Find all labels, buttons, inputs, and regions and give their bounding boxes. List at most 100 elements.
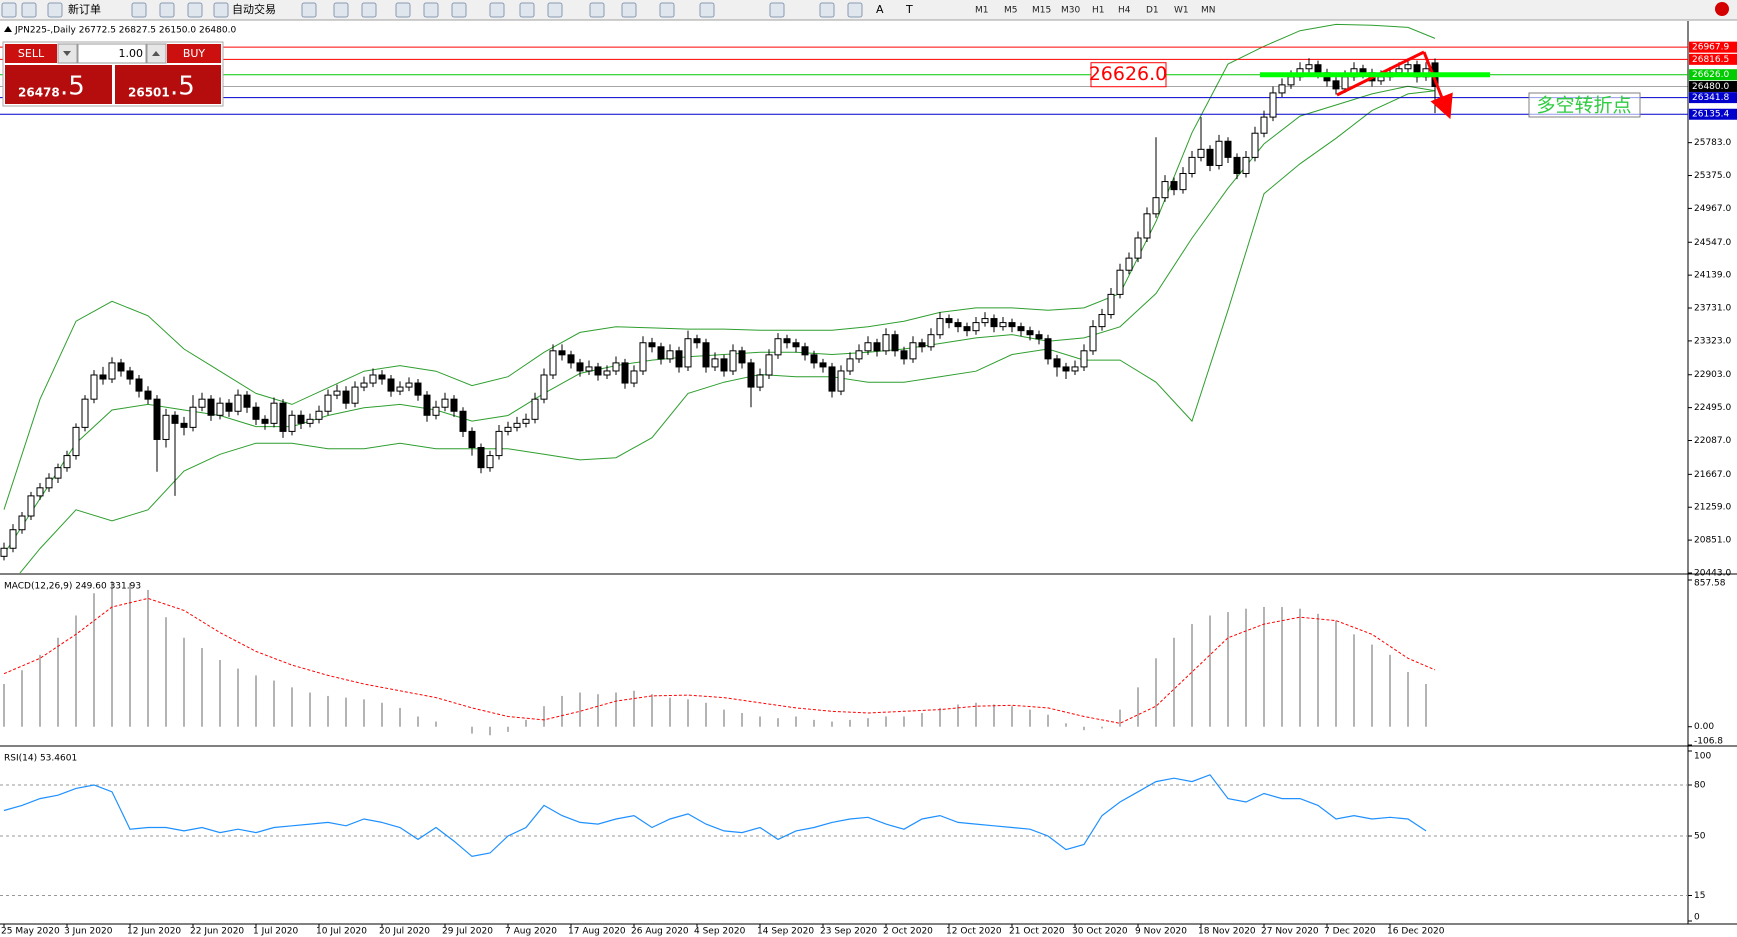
candle-body	[738, 350, 746, 364]
timeframe-button[interactable]: W1	[1174, 6, 1189, 16]
y-tick-label: 24547.0	[1694, 238, 1731, 248]
candle-body	[1215, 140, 1223, 166]
sell-label[interactable]: SELL	[18, 47, 45, 60]
timeframe-button[interactable]: H4	[1118, 6, 1131, 16]
volume-value[interactable]: 1.00	[119, 47, 144, 60]
toolbar-label[interactable]: T	[905, 3, 913, 16]
candle-body	[630, 370, 638, 384]
timeframe-button[interactable]: D1	[1146, 6, 1159, 16]
candle-body	[351, 386, 359, 404]
candle-body	[1098, 314, 1106, 328]
toolbar-icon	[423, 2, 439, 18]
timeframe-button[interactable]: M30	[1061, 6, 1080, 16]
candle-body	[90, 374, 98, 400]
candle-body	[675, 350, 683, 368]
candle-body	[1107, 293, 1115, 316]
y-tick-label: 24967.0	[1694, 204, 1731, 214]
x-tick-label: 14 Sep 2020	[757, 927, 814, 937]
bid-box[interactable]	[5, 65, 112, 104]
candle-body	[486, 455, 494, 469]
price-tag	[1689, 80, 1737, 92]
toolbar-label[interactable]: A	[876, 3, 884, 16]
candle-body	[1179, 173, 1187, 191]
bid-price[interactable]: 26478	[18, 86, 60, 100]
ask-price[interactable]: 26501	[128, 86, 170, 100]
candle-body	[1359, 68, 1367, 74]
toolbar-icon	[395, 2, 411, 18]
candle-body	[189, 406, 197, 428]
trend-arrow	[1422, 51, 1453, 120]
toolbar-icon	[489, 2, 505, 18]
toolbar-label[interactable]: 新订单	[68, 2, 101, 16]
candle-body	[576, 362, 584, 372]
candle-body	[720, 358, 728, 372]
buy-button[interactable]	[167, 44, 221, 63]
volume-field[interactable]	[77, 43, 147, 64]
candle-body	[1404, 64, 1412, 70]
candle-body	[18, 515, 26, 531]
candle-body	[1035, 334, 1043, 340]
timeframe-button[interactable]: M15	[1032, 6, 1051, 16]
ask-box[interactable]	[115, 65, 221, 104]
candle-body	[297, 414, 305, 424]
candle-body	[855, 350, 863, 360]
x-tick-label: 22 Jun 2020	[190, 927, 244, 937]
x-tick-label: 1 Jul 2020	[253, 927, 298, 937]
candle-body	[639, 342, 647, 372]
candle-body	[180, 422, 188, 428]
timeframe-button[interactable]: M5	[1004, 6, 1018, 16]
toolbar-icon	[589, 2, 605, 18]
timeframe-button[interactable]: MN	[1201, 6, 1216, 16]
collapse-triangle[interactable]	[4, 26, 12, 32]
candle-body	[846, 358, 854, 372]
candle-body	[9, 529, 17, 549]
x-tick-label: 12 Oct 2020	[946, 927, 1002, 937]
y-tick-label: 20851.0	[1694, 536, 1731, 546]
candle-body	[1260, 116, 1268, 134]
x-tick-label: 9 Nov 2020	[1135, 927, 1187, 937]
candle-body	[729, 350, 737, 372]
x-tick-label: 25 May 2020	[1, 927, 60, 937]
candle-body	[693, 338, 701, 344]
candle-body	[1161, 181, 1169, 199]
sell-button[interactable]	[5, 44, 57, 63]
buy-label[interactable]: BUY	[183, 47, 206, 60]
candle-body	[972, 322, 980, 332]
alert-icon	[1715, 2, 1729, 16]
down-arrow	[63, 51, 71, 56]
candle-body	[927, 334, 935, 348]
candle-body	[126, 370, 134, 380]
x-tick-label: 30 Oct 2020	[1072, 927, 1128, 937]
price-tag-label: 26967.9	[1692, 43, 1729, 53]
candle-body	[990, 318, 998, 328]
y-tick-label: 23323.0	[1694, 336, 1731, 346]
bid-pip[interactable]: .5	[60, 72, 85, 102]
candle-body	[1377, 76, 1385, 82]
candle-body	[171, 414, 179, 424]
candle-body	[1224, 140, 1232, 158]
y-tick-label: 24139.0	[1694, 271, 1731, 281]
candle-body	[909, 342, 917, 360]
timeframe-button[interactable]: M1	[975, 6, 989, 16]
x-tick-label: 29 Jul 2020	[442, 927, 493, 937]
candle-body	[1206, 148, 1214, 166]
candle-body	[225, 402, 233, 412]
candle-body	[1314, 64, 1322, 74]
turn-note-box	[1528, 92, 1641, 118]
toolbar-icon	[547, 2, 563, 18]
note-label: 26626.0	[1089, 63, 1168, 85]
y-tick-label: 22903.0	[1694, 370, 1731, 380]
ask-pip[interactable]: .5	[170, 72, 195, 102]
candle-body	[864, 342, 872, 352]
price-tag-label: 26480.0	[1692, 82, 1729, 92]
macd-pane	[3, 581, 1436, 736]
rsi-label: RSI(14) 53.4601	[4, 754, 77, 764]
timeframe-button[interactable]: H1	[1092, 6, 1105, 16]
candle-body	[414, 382, 422, 396]
candle-body	[1269, 92, 1277, 118]
candle-body	[594, 366, 602, 376]
toolbar-icon	[1, 2, 17, 18]
candle-body	[711, 358, 719, 368]
candle-body	[1332, 80, 1340, 90]
toolbar-label[interactable]: 自动交易	[232, 2, 276, 16]
